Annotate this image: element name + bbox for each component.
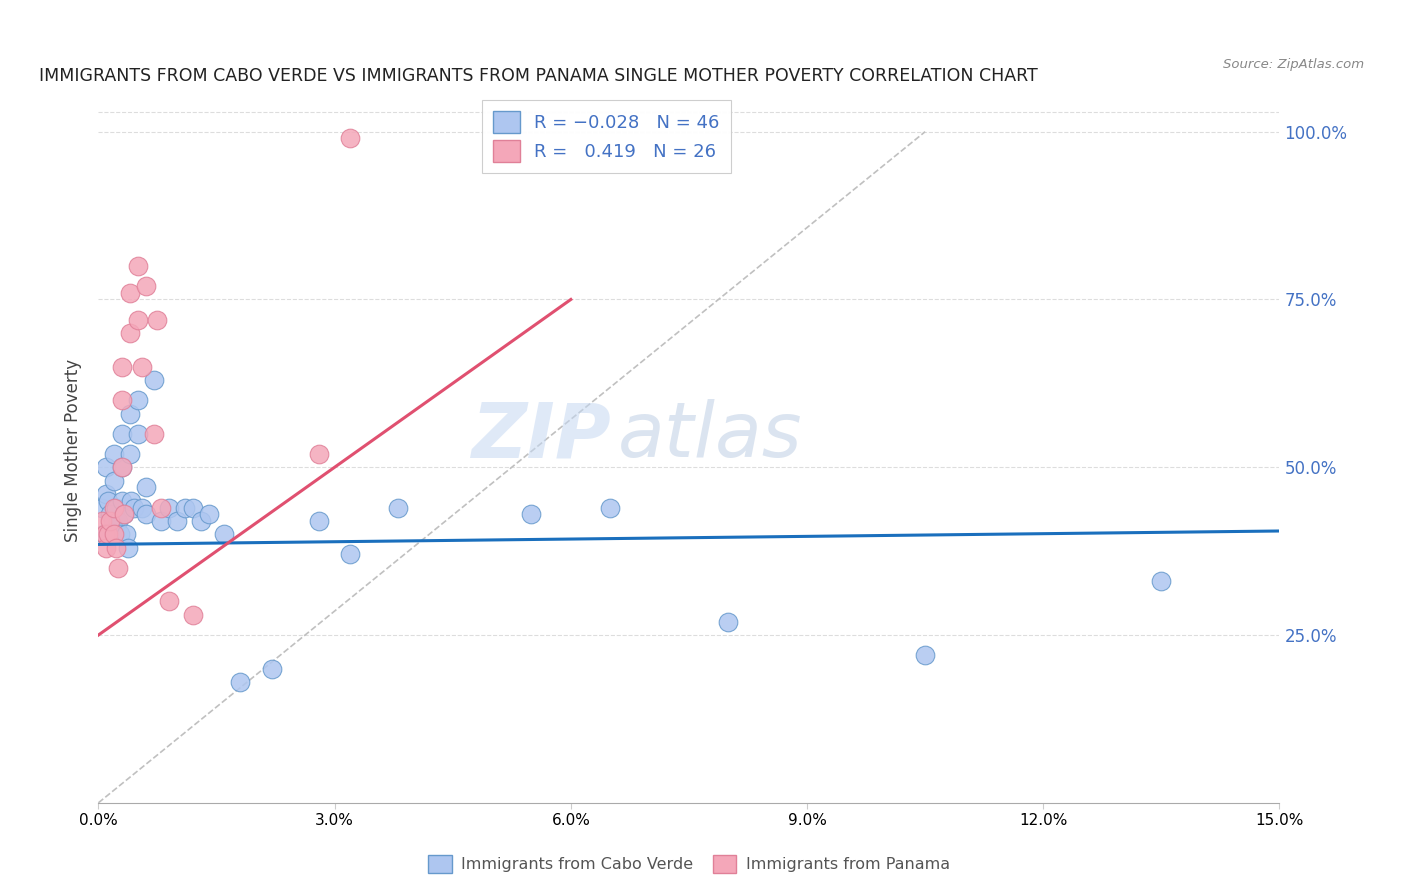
Point <box>93 527 115 541</box>
Point <box>157 500 180 515</box>
Y-axis label: Single Mother Poverty: Single Mother Poverty <box>65 359 83 542</box>
Point <box>131 500 153 515</box>
Point <box>339 548 361 562</box>
Point <box>214 527 236 541</box>
Point <box>166 514 188 528</box>
Point <box>107 514 129 528</box>
Point <box>111 460 134 475</box>
Point <box>229 675 252 690</box>
Point <box>142 373 165 387</box>
Point <box>150 514 173 528</box>
Point <box>1150 574 1173 589</box>
Point <box>127 393 149 408</box>
Point <box>111 359 134 374</box>
Point <box>599 500 621 515</box>
Point <box>157 594 180 608</box>
Point <box>118 285 141 300</box>
Point <box>308 447 330 461</box>
Point <box>103 474 125 488</box>
Point <box>111 460 134 475</box>
Point <box>96 487 118 501</box>
Point <box>181 500 204 515</box>
Point <box>103 447 125 461</box>
Point <box>146 312 169 326</box>
Point <box>520 507 543 521</box>
Point <box>91 500 114 515</box>
Point <box>96 541 118 555</box>
Point <box>260 662 283 676</box>
Point <box>131 359 153 374</box>
Point <box>97 527 120 541</box>
Point <box>127 259 149 273</box>
Point <box>190 514 212 528</box>
Point <box>111 393 134 408</box>
Text: Source: ZipAtlas.com: Source: ZipAtlas.com <box>1223 58 1364 71</box>
Legend: Immigrants from Cabo Verde, Immigrants from Panama: Immigrants from Cabo Verde, Immigrants f… <box>422 848 956 880</box>
Point <box>142 426 165 441</box>
Point <box>104 541 127 555</box>
Point <box>98 507 121 521</box>
Point <box>97 493 120 508</box>
Point <box>117 541 139 555</box>
Point <box>103 527 125 541</box>
Point <box>308 514 330 528</box>
Point <box>96 460 118 475</box>
Point <box>150 500 173 515</box>
Point <box>127 312 149 326</box>
Point <box>111 426 134 441</box>
Point <box>174 500 197 515</box>
Point <box>339 131 361 145</box>
Point <box>93 527 115 541</box>
Point <box>101 514 124 528</box>
Point <box>107 561 129 575</box>
Text: IMMIGRANTS FROM CABO VERDE VS IMMIGRANTS FROM PANAMA SINGLE MOTHER POVERTY CORRE: IMMIGRANTS FROM CABO VERDE VS IMMIGRANTS… <box>39 68 1038 86</box>
Point <box>914 648 936 662</box>
Legend: R = −0.028   N = 46, R =   0.419   N = 26: R = −0.028 N = 46, R = 0.419 N = 26 <box>482 100 731 173</box>
Point <box>115 527 138 541</box>
Point <box>118 407 141 421</box>
Text: ZIP: ZIP <box>472 400 612 474</box>
Point <box>118 447 141 461</box>
Point <box>112 507 135 521</box>
Point <box>91 514 114 528</box>
Text: atlas: atlas <box>619 400 803 474</box>
Point <box>122 500 145 515</box>
Point <box>118 326 141 340</box>
Point <box>112 507 135 521</box>
Point <box>135 507 157 521</box>
Point <box>135 279 157 293</box>
Point <box>197 507 219 521</box>
Point <box>387 500 409 515</box>
Point <box>717 615 740 629</box>
Point <box>121 493 143 508</box>
Point <box>111 493 134 508</box>
Point <box>98 514 121 528</box>
Point <box>110 527 132 541</box>
Point <box>127 426 149 441</box>
Point <box>103 500 125 515</box>
Point <box>181 607 204 622</box>
Point <box>135 480 157 494</box>
Point <box>104 500 127 515</box>
